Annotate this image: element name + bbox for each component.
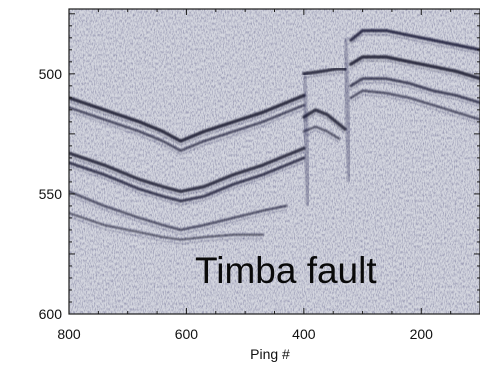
reflector-block-top	[302, 67, 347, 76]
reflector-seafloor-left-ghost	[69, 99, 305, 146]
reflector-right-4-ghost	[350, 94, 480, 124]
reflector-right-seafloor	[349, 28, 480, 52]
reflector-right-2	[349, 55, 480, 81]
plot-area	[69, 9, 480, 314]
reflector-left-4	[69, 156, 306, 203]
reflector-block-2-ghost	[303, 113, 346, 134]
reflector-block-2	[302, 108, 347, 131]
reflector-left-5-ghost	[69, 195, 287, 235]
reflector-left-3	[69, 146, 306, 194]
reflector-block-3	[302, 125, 341, 140]
reflector-block-top-ghost	[303, 72, 345, 79]
reflector-right-2-ghost	[350, 60, 480, 84]
reflector-right-seafloor-ghost	[350, 34, 480, 55]
reflector-seafloor-left	[69, 93, 306, 143]
reflector-left-deep	[69, 211, 264, 241]
x-tick-label: 600	[175, 326, 199, 342]
reflector-right-4	[349, 89, 480, 121]
x-axis-ticks: 800 600 400 200	[57, 9, 480, 342]
y-tick-label: 600	[39, 306, 63, 322]
fault-scarp-1	[301, 73, 312, 207]
y-tick-label: 550	[39, 186, 63, 202]
reflector-block-3-ghost	[303, 130, 340, 144]
reflector-right-3-ghost	[350, 82, 480, 108]
reflector-left-5	[69, 190, 288, 232]
reflector-left-4-ghost	[69, 161, 305, 206]
x-axis-title: Ping #	[250, 346, 290, 362]
x-tick-label: 200	[410, 326, 434, 342]
reflector-left-2-ghost	[69, 108, 305, 156]
reflector-left-deep-ghost	[69, 216, 263, 245]
reflector-left-2	[69, 103, 306, 153]
fault-annotation: Timba fault	[195, 250, 377, 291]
reflector-right-3	[349, 77, 480, 105]
fault-zone	[301, 37, 353, 207]
x-tick-label: 400	[292, 326, 316, 342]
reflector-layer	[69, 28, 480, 245]
x-tick-label: 800	[57, 326, 81, 342]
fault-scarp-2	[342, 37, 353, 182]
y-tick-label: 500	[39, 66, 63, 82]
reflector-left-3-ghost	[69, 151, 305, 197]
y-axis-ticks: 500 550 600	[39, 13, 480, 322]
